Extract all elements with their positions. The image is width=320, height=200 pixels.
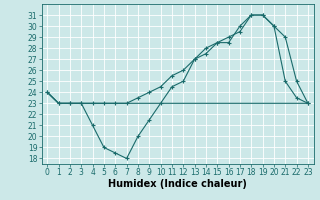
X-axis label: Humidex (Indice chaleur): Humidex (Indice chaleur) [108,179,247,189]
